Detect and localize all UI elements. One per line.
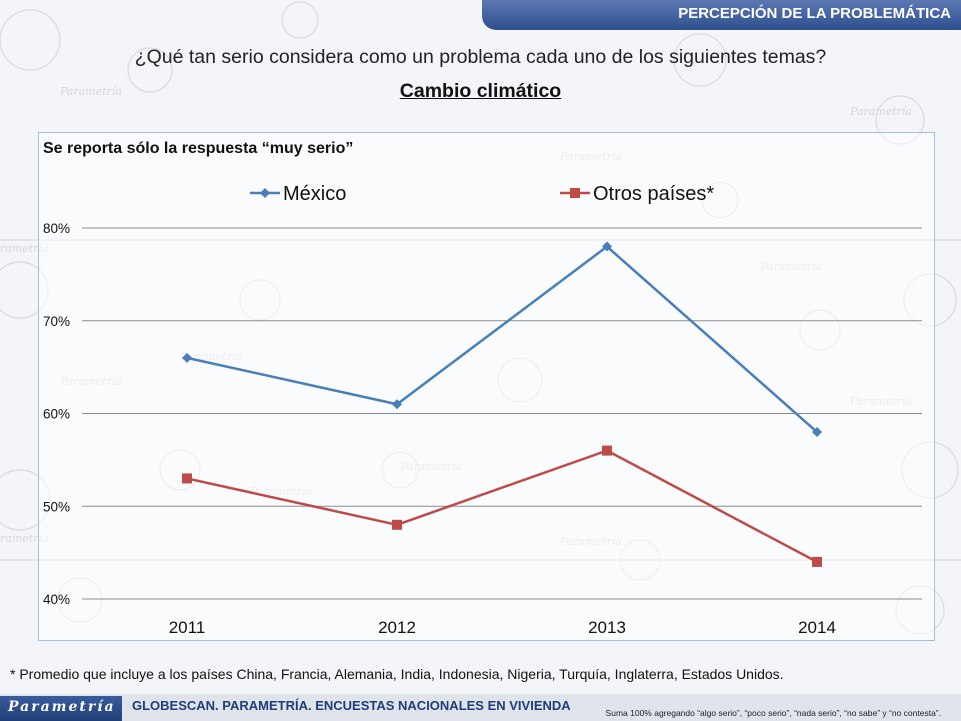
svg-text:rametría: rametría	[0, 532, 49, 545]
data-point-0-2	[602, 241, 612, 252]
y-tick-label: 80%	[43, 221, 70, 236]
svg-text:rametría: rametría	[0, 242, 49, 255]
x-tick-label-2013: 2013	[588, 618, 626, 637]
parametria-logo: Parametría	[0, 696, 122, 721]
y-tick-label: 40%	[43, 592, 70, 607]
footer-band	[0, 694, 961, 721]
footer-title: GLOBESCAN. PARAMETRÍA. ENCUESTAS NACIONA…	[132, 698, 571, 713]
logo-text: Parametría	[8, 699, 116, 715]
x-tick-label-2014: 2014	[798, 618, 836, 637]
header-title: PERCEPCIÓN DE LA PROBLEMÁTICA	[678, 5, 951, 22]
legend-marker-1	[570, 188, 580, 198]
svg-text:Parametría: Parametría	[59, 85, 122, 98]
data-point-0-0	[182, 352, 192, 363]
footer-note: Suma 100% agregando “algo serio”, “poco …	[605, 708, 941, 718]
x-tick-label-2011: 2011	[169, 618, 206, 637]
legend-marker-0	[260, 188, 270, 198]
svg-text:Parametría: Parametría	[849, 105, 912, 118]
chart-frame	[38, 132, 935, 641]
data-point-0-3	[812, 427, 822, 438]
legend-label-1: Otros países*	[593, 183, 714, 205]
data-point-1-1	[392, 519, 402, 530]
header-band: PERCEPCIÓN DE LA PROBLEMÁTICA	[482, 0, 961, 30]
chart-subject: Cambio climático	[399, 80, 562, 102]
y-tick-label: 50%	[43, 499, 70, 514]
legend-label-0: México	[283, 183, 346, 205]
data-point-0-1	[392, 399, 402, 410]
data-point-1-3	[812, 556, 822, 567]
series-line-0	[186, 244, 818, 433]
response-note: Se reporta sólo la respuesta “muy serio”	[43, 140, 354, 157]
series-line-1	[186, 449, 818, 564]
y-tick-label: 70%	[43, 314, 70, 329]
data-point-1-2	[602, 445, 612, 456]
x-tick-label-2012: 2012	[378, 618, 416, 637]
y-tick-label: 60%	[43, 407, 70, 422]
footnote: * Promedio que incluye a los países Chin…	[10, 666, 784, 682]
survey-question: ¿Qué tan serio considera como un problem…	[134, 46, 827, 68]
data-point-1-0	[182, 473, 192, 484]
